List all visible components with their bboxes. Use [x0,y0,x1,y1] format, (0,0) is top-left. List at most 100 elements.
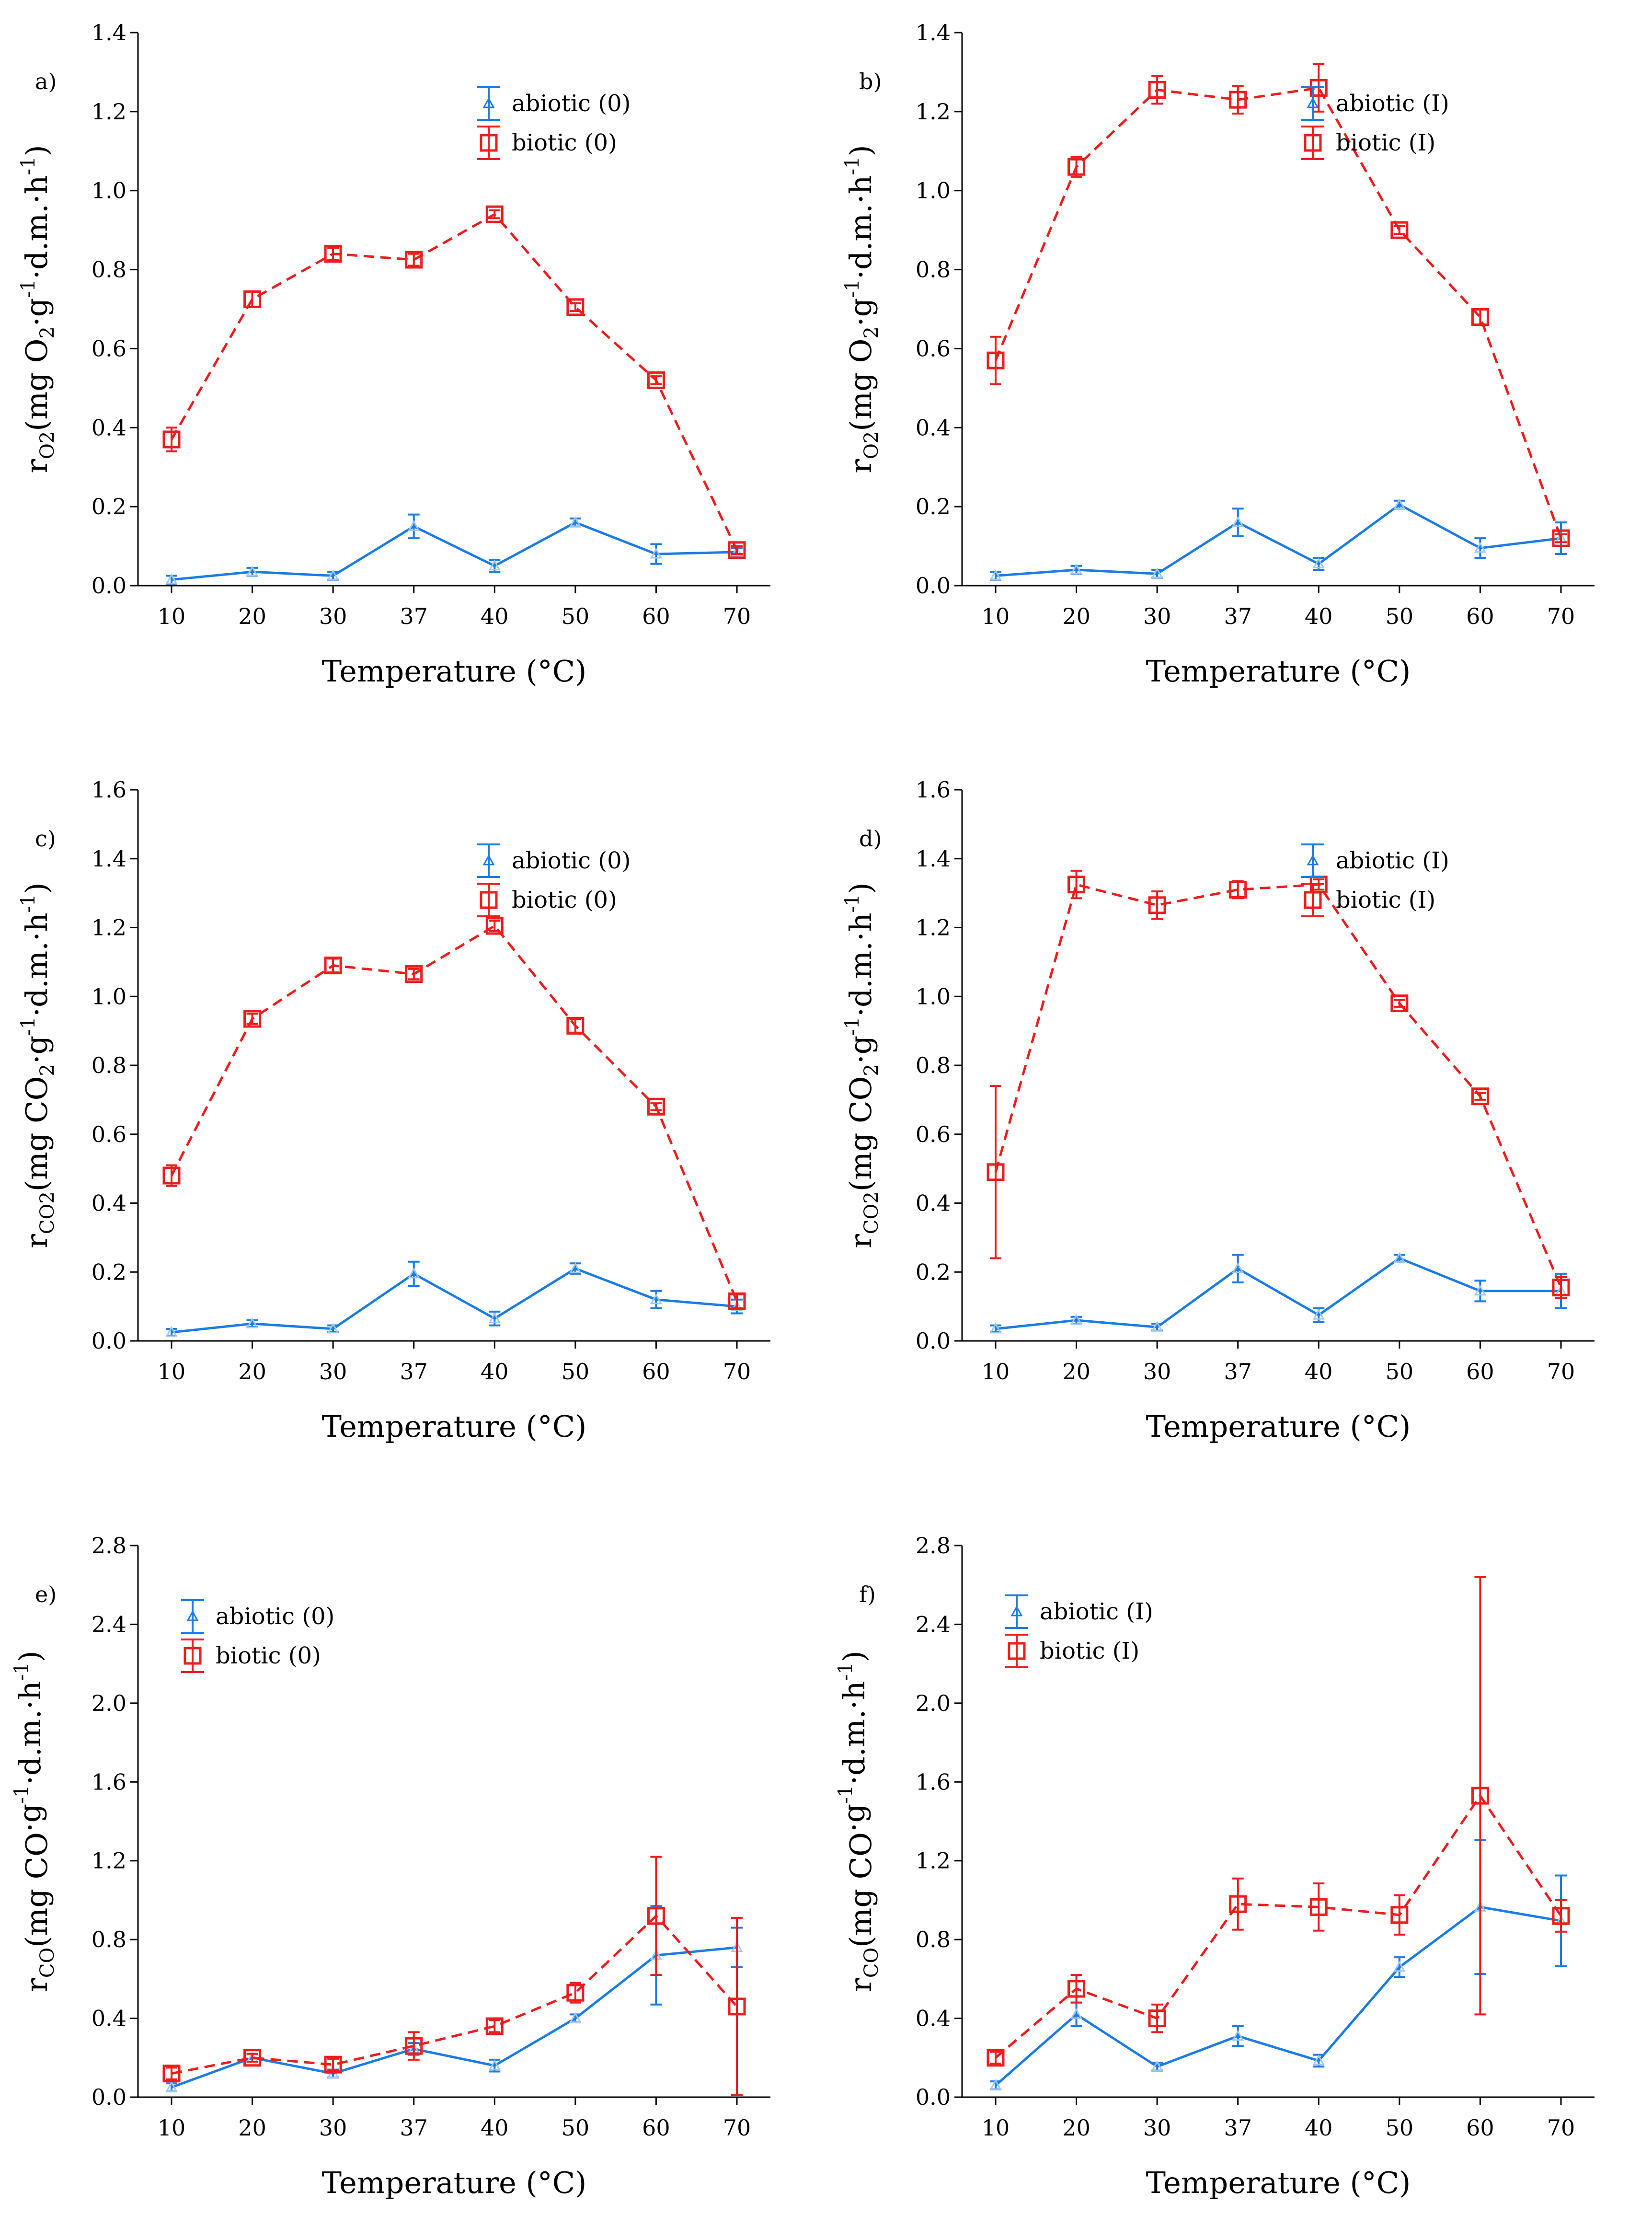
y-label-sup2: -1 [17,894,39,913]
data-point [987,351,1005,369]
y-tick-label: 0.6 [916,1121,951,1147]
legend: abiotic (I) biotic (I) [1005,1594,1153,1668]
x-tick-label: 10 [982,2115,1010,2141]
y-tick-label: 2.4 [92,1611,126,1637]
error-bar [1393,225,1405,235]
x-tick-label: 40 [481,1359,509,1385]
data-point [731,545,743,557]
data-point [246,1317,259,1328]
chart-panel-c: 0.0 0.2 0.4 0.6 0.8 1.0 1.2 1.4 1.6 10 20 30 37 40 50 6… [17,777,770,1444]
y-label-sup2: -1 [835,1662,857,1681]
chart-panel-b: 0.0 0.2 0.4 0.6 0.8 1.0 1.2 1.4 10 20 30 37 40 50 60 70… [841,20,1595,689]
data-point [1474,542,1486,553]
x-tick-label: 70 [1547,603,1575,629]
x-tick-label: 20 [1062,2115,1090,2141]
data-point [485,2017,504,2035]
error-bar [1393,1894,1405,1936]
x-tick-label: 70 [1547,2115,1575,2141]
data-point [488,1312,501,1323]
error-bar [408,253,420,267]
legend: abiotic (I) biotic (I) [1301,86,1449,160]
y-tick-label: 0.4 [92,415,126,440]
x-tick-label: 30 [1143,603,1171,629]
y-label-r: r [19,1234,54,1248]
y-label-unit: (mg O [19,339,54,431]
data-point [989,569,1002,580]
data-point [243,2049,262,2067]
chart-panel-a: 0.0 0.2 0.4 0.6 0.8 1.0 1.2 1.4 10 20 30 37 40 50 60 70… [17,20,770,689]
x-tick-label: 20 [238,2115,266,2141]
x-tick-label: 70 [723,2115,751,2141]
y-tick-label: 1.2 [92,99,126,125]
data-point [650,1293,662,1304]
y-label-unit: (mg CO [843,1832,878,1948]
error-bar [1393,1956,1405,1978]
x-tick-label: 20 [238,603,266,629]
y-tick-label: 0.4 [916,415,951,440]
legend-label-abiotic: abiotic (0) [512,847,631,874]
y-label-dot1: ·g [843,1036,878,1064]
legend-label-biotic: biotic (I) [1040,1638,1139,1664]
data-point [1390,994,1409,1013]
x-axis-label: Temperature (°C) [322,1409,587,1444]
data-point [488,2059,501,2070]
y-label-sup: -1 [11,1785,33,1804]
biotic-series-line [994,86,1562,539]
y-tick-label: 1.0 [916,983,951,1009]
data-point [1312,2054,1325,2066]
legend-label-abiotic: abiotic (I) [1336,90,1449,117]
x-tick-label: 50 [562,603,590,629]
y-tick-label: 0.6 [92,335,126,361]
data-point [989,1322,1002,1334]
chart-panel-f: 0.0 0.4 0.8 1.2 1.6 2.0 2.4 2.8 10 20 30 37 40 50 60 70… [835,1533,1595,2200]
error-bar [650,543,662,565]
y-label-sup: -1 [841,1017,863,1036]
data-point [989,2079,1002,2090]
error-bar [1232,508,1244,537]
data-point [1229,880,1247,899]
error-bar [1232,2025,1244,2047]
x-axis-label: Temperature (°C) [322,2165,587,2200]
x-tick-label: 20 [238,1359,266,1385]
data-point [1148,896,1166,914]
data-point [405,2037,423,2055]
y-label-tail: ·d.m.·h [837,1681,872,1785]
legend-label-biotic: biotic (0) [512,887,617,913]
y-tick-label: 0.2 [92,494,126,519]
y-label-close: ) [12,1650,47,1662]
data-point [405,251,423,269]
y-label-unit_sub: 2 [860,1064,883,1076]
data-point [647,371,665,389]
y-tick-label: 0.0 [916,573,951,599]
data-point [1474,1284,1486,1296]
biotic-series-line [994,883,1562,1288]
data-point [408,520,420,531]
x-tick-label: 20 [1062,1359,1090,1385]
y-tick-label: 1.6 [916,777,951,803]
data-point [1151,1321,1163,1332]
data-point [243,290,262,308]
abiotic-series-line [171,521,737,581]
data-point [1552,529,1570,547]
legend-symbol-abiotic [477,86,500,121]
y-label-r: r [843,459,878,473]
panel-label: f) [859,1581,876,1607]
data-point [327,1322,339,1334]
data-point [1312,557,1325,569]
legend-symbol-biotic [1301,126,1324,160]
data-point [1229,91,1247,109]
data-point [1070,1314,1083,1325]
data-point [1552,1907,1570,1925]
data-point [566,298,585,316]
y-axis-label: rCO(mg CO·g-1·d.m.·h-1) [835,1650,883,1992]
data-point [1070,2008,1083,2019]
biotic-series-line [171,1914,738,2075]
data-point [1390,1906,1409,1924]
y-label-dot1: ·g [12,1804,47,1832]
data-point [1067,158,1086,176]
x-tick-label: 40 [1305,603,1333,629]
x-axis-label: Temperature (°C) [1146,654,1411,689]
y-tick-label: 2.0 [92,1690,126,1716]
legend-symbol-biotic [1301,883,1324,917]
data-point [728,1292,746,1310]
